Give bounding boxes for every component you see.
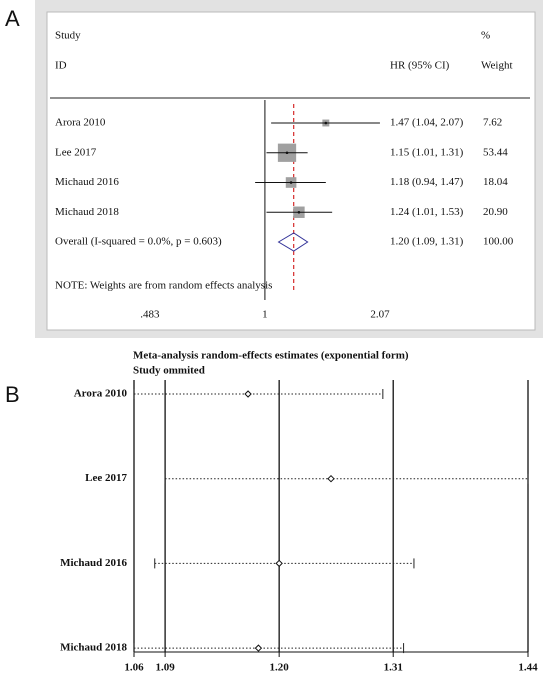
estimate-marker (327, 474, 335, 483)
study-label: Lee 2017 (55, 146, 97, 158)
weight-label: 100.00 (483, 236, 514, 248)
x-tick-label: 1.44 (518, 662, 538, 674)
x-tick-label: 1 (262, 309, 268, 321)
header-study: Study (55, 30, 81, 42)
ci-label: 1.20 (1.09, 1.31) (390, 236, 464, 248)
study-label: Overall (I-squared = 0.0%, p = 0.603) (55, 236, 222, 248)
x-tick-label: 2.07 (370, 309, 390, 321)
x-tick-label: 1.06 (124, 662, 144, 674)
study-label: Michaud 2016 (55, 176, 119, 188)
x-tick-label: 1.20 (270, 662, 290, 674)
header-id: ID (55, 60, 67, 72)
overall-diamond (277, 232, 309, 252)
x-tick-label: .483 (140, 309, 160, 321)
weight-label: 7.62 (483, 117, 502, 129)
estimate-marker (275, 559, 283, 568)
x-tick-label: 1.09 (155, 662, 175, 674)
study-label: Michaud 2018 (60, 642, 127, 654)
estimate-marker (254, 644, 263, 652)
weight-label: 20.90 (483, 206, 508, 218)
chart-subtitle: Study ommited (133, 365, 205, 377)
ci-label: 1.47 (1.04, 2.07) (390, 117, 464, 129)
point-estimate (324, 121, 328, 125)
study-label: Arora 2010 (74, 388, 128, 400)
note: NOTE: Weights are from random effects an… (55, 280, 272, 292)
x-tick-label: 1.31 (384, 662, 403, 674)
panel-label: A (5, 6, 20, 31)
estimate-marker (244, 390, 252, 398)
panel-label: B (5, 382, 20, 407)
point-estimate (297, 210, 301, 214)
study-label: Lee 2017 (85, 472, 127, 484)
ci-label: 1.18 (0.94, 1.47) (390, 176, 464, 188)
point-estimate (285, 151, 289, 155)
header-weight: Weight (481, 60, 513, 72)
study-label: Michaud 2018 (55, 206, 119, 218)
study-label: Arora 2010 (55, 117, 106, 129)
header-ci: HR (95% CI) (390, 60, 450, 72)
study-label: Michaud 2016 (60, 557, 127, 569)
ci-label: 1.24 (1.01, 1.53) (390, 206, 464, 218)
weight-label: 53.44 (483, 146, 508, 158)
panel-a-plot-area (46, 11, 536, 331)
weight-label: 18.04 (483, 176, 508, 188)
ci-label: 1.15 (1.01, 1.31) (390, 146, 464, 158)
point-estimate (289, 181, 293, 184)
chart-title: Meta-analysis random-effects estimates (… (133, 350, 409, 362)
header-pct: % (481, 30, 490, 42)
